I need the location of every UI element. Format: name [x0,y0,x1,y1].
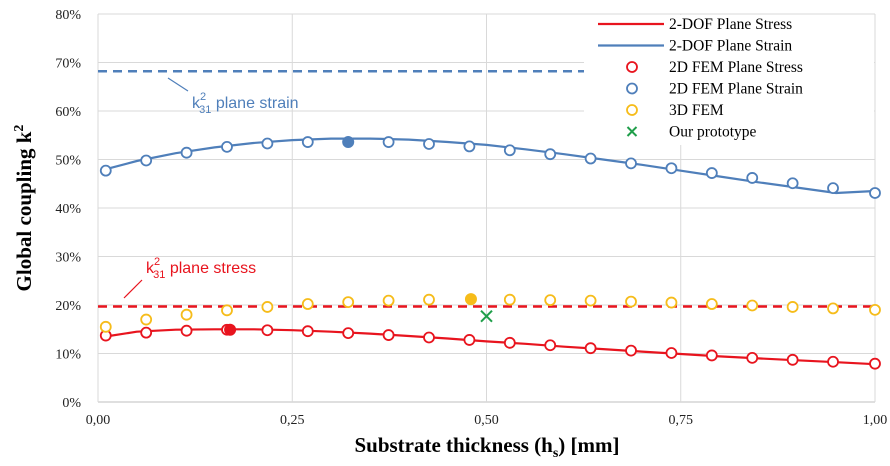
data-point [827,182,839,195]
legend-label: 2-DOF Plane Strain [669,38,792,55]
data-point [423,138,435,150]
legend-label: 2-DOF Plane Stress [669,16,792,33]
data-point [665,162,678,175]
x-tick-label: 1,00 [863,413,888,428]
data-point [625,157,637,170]
data-point [140,326,153,339]
data-point [544,294,557,307]
data-point [99,164,112,177]
data-point [301,136,314,148]
data-point [665,347,678,359]
data-point [261,324,274,337]
data-point [463,334,476,346]
data-point [827,302,839,315]
y-tick-label: 70% [55,57,81,72]
data-point [665,296,678,309]
data-point [869,187,881,199]
data-point [584,152,597,165]
legend-swatch [626,82,638,95]
data-point [786,301,799,313]
data-point [786,353,799,366]
highlighted-point [464,293,477,306]
data-point [342,296,355,308]
reference-label: k2 31 plane strain [192,91,299,116]
y-tick-label: 0% [62,396,81,411]
highlighted-point [224,323,237,336]
y-tick-label: 80% [55,8,81,23]
data-point [705,167,718,179]
x-axis-title-sub: s [553,446,559,461]
data-point [180,324,193,337]
data-point [301,325,314,338]
data-point [382,136,395,148]
y-tick-label: 40% [55,202,81,217]
data-point [463,140,476,153]
y-tick-label: 10% [55,348,81,363]
legend-label: 2D FEM Plane Stress [669,59,803,76]
x-tick-label: 0,75 [669,413,694,428]
legend-label: Our prototype [669,124,757,141]
data-point [544,339,557,352]
data-point [140,313,153,326]
data-point [503,144,516,157]
legend-box [584,15,874,145]
data-point [261,301,274,313]
data-point [261,137,274,150]
series-layer [99,136,881,370]
data-point [746,299,759,312]
legend-swatch [626,126,638,137]
legend-swatch [626,104,638,116]
data-point [544,148,557,161]
legend-swatch [626,61,638,73]
data-point [705,349,718,362]
data-point [705,298,718,310]
legend-label: 3D FEM [669,102,724,119]
data-point [786,177,799,190]
reference-leader [123,279,143,299]
data-point [625,344,637,357]
x-axis-title-suffix: ) [mm] [558,433,619,457]
data-point [503,336,516,349]
x-tick-label: 0,50 [474,413,499,428]
tick-labels: 0% 10% 20% 30% 40% 50% 60% 70% 80% 0,00 0,25 0,50 0,… [55,8,887,428]
x-tick-label: 0,00 [86,413,111,428]
data-point [869,303,881,316]
data-point [221,304,233,317]
y-axis-title: Global coupling k2 [12,125,36,292]
x-axis-title: Substrate thickness (hs) [mm] [354,433,619,461]
series-line [105,328,876,366]
data-point [301,298,314,310]
data-point [625,295,637,308]
data-point [342,327,355,340]
data-point [503,293,516,306]
data-point [584,342,597,355]
reference-label: k2 31 plane stress [146,256,256,281]
y-tick-label: 50% [55,154,81,169]
data-point [423,331,435,344]
x-tick-label: 0,25 [280,413,305,428]
data-point [140,154,153,167]
legend: 2-DOF Plane Stress 2-DOF Plane Strain 2D F… [584,15,874,145]
prototype-point [480,309,493,323]
data-point [221,140,233,153]
data-point [746,172,759,184]
legend-label: 2D FEM Plane Strain [669,81,803,98]
reference-leader [167,77,189,92]
y-tick-label: 60% [55,105,81,120]
y-axis-title-sup: 2 [12,125,27,132]
data-point [382,294,395,307]
data-point [423,293,435,306]
data-point [827,355,839,368]
data-point [746,351,759,364]
data-point [180,146,193,159]
y-tick-label: 30% [55,251,81,266]
highlighted-point [342,136,355,149]
y-tick-label: 20% [55,299,81,314]
data-point [869,357,881,370]
data-point [584,294,597,307]
data-point [99,320,112,333]
data-point [180,308,193,321]
data-point [382,329,395,341]
